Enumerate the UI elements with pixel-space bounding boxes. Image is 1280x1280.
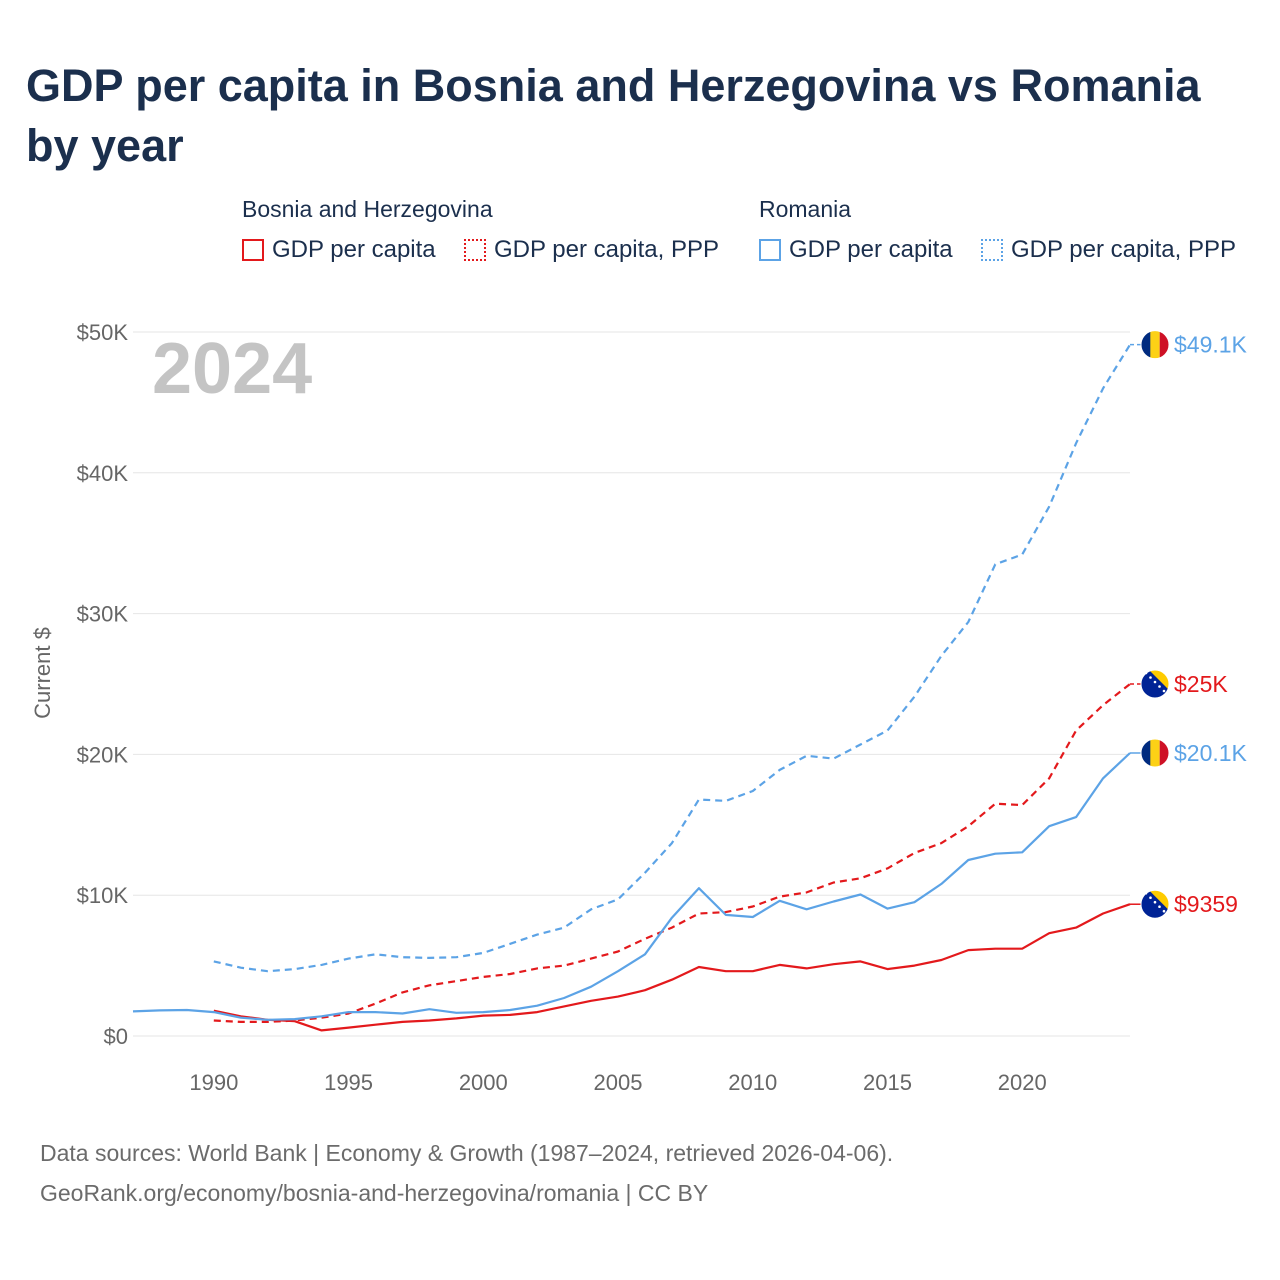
footer-url: GeoRank.org/economy/bosnia-and-herzegovi… xyxy=(40,1180,709,1206)
legend-label: GDP per capita, PPP xyxy=(494,236,719,263)
x-tick-label: 2010 xyxy=(728,1070,777,1095)
chart-title: GDP per capita in Bosnia and Herzegovina… xyxy=(26,60,1201,171)
legend-label: GDP per capita xyxy=(789,236,953,263)
gridlines xyxy=(133,331,1130,1037)
end-label-0: $9359 xyxy=(1174,891,1238,917)
x-tick-label: 2015 xyxy=(863,1070,912,1095)
y-tick-label: $40K xyxy=(77,461,129,486)
series-line-1[interactable] xyxy=(213,683,1131,1024)
end-label-2: $20.1K xyxy=(1174,740,1248,766)
legend-item-bosnia-gdp[interactable]: GDP per capita xyxy=(242,236,436,264)
end-label-1: $25K xyxy=(1174,671,1228,697)
bosnia-flag-icon xyxy=(1140,669,1170,699)
year-watermark: 2024 xyxy=(152,329,312,409)
y-tick-label: $0 xyxy=(104,1024,128,1049)
y-tick-label: $30K xyxy=(77,602,129,627)
x-axis: 1990 1995 2000 2005 2010 2015 2020 xyxy=(189,1070,1046,1095)
legend-item-bosnia-gdp-ppp[interactable]: GDP per capita, PPP xyxy=(464,236,719,264)
romania-flag-icon xyxy=(1140,738,1170,768)
x-tick-label: 2005 xyxy=(594,1070,643,1095)
legend-group-romania: Romania xyxy=(759,196,852,222)
legend-group-bosnia: Bosnia and Herzegovina xyxy=(242,196,493,222)
series-line-2[interactable] xyxy=(132,752,1131,1021)
romania-flag-icon xyxy=(1140,330,1170,360)
y-tick-label: $50K xyxy=(77,320,129,345)
legend-swatch-dotted-red xyxy=(464,239,486,261)
end-labels: $49.1K $25K $20.1K $9359 xyxy=(1130,330,1248,919)
bosnia-flag-icon xyxy=(1140,889,1170,919)
legend-swatch-solid-red xyxy=(242,239,264,261)
legend-swatch-dotted-blue xyxy=(981,239,1003,261)
x-tick-label: 1995 xyxy=(324,1070,373,1095)
legend-item-romania-gdp-ppp[interactable]: GDP per capita, PPP xyxy=(981,236,1236,264)
x-tick-label: 2000 xyxy=(459,1070,508,1095)
legend-swatch-solid-blue xyxy=(759,239,781,261)
legend-label: GDP per capita, PPP xyxy=(1011,236,1236,263)
y-tick-label: $10K xyxy=(77,883,129,908)
end-label-3: $49.1K xyxy=(1174,332,1248,358)
series-line-3[interactable] xyxy=(213,344,1131,973)
legend-item-romania-gdp[interactable]: GDP per capita xyxy=(759,236,953,264)
x-tick-label: 1990 xyxy=(189,1070,238,1095)
series-lines xyxy=(132,344,1131,1032)
series-line-0[interactable] xyxy=(213,903,1131,1032)
y-tick-label: $20K xyxy=(77,742,129,767)
y-axis: $0 $10K $20K $30K $40K $50K xyxy=(77,320,129,1049)
y-axis-label: Current $ xyxy=(30,627,55,719)
x-tick-label: 2020 xyxy=(998,1070,1047,1095)
footer-sources: Data sources: World Bank | Economy & Gro… xyxy=(40,1140,894,1166)
legend-label: GDP per capita xyxy=(272,236,436,263)
